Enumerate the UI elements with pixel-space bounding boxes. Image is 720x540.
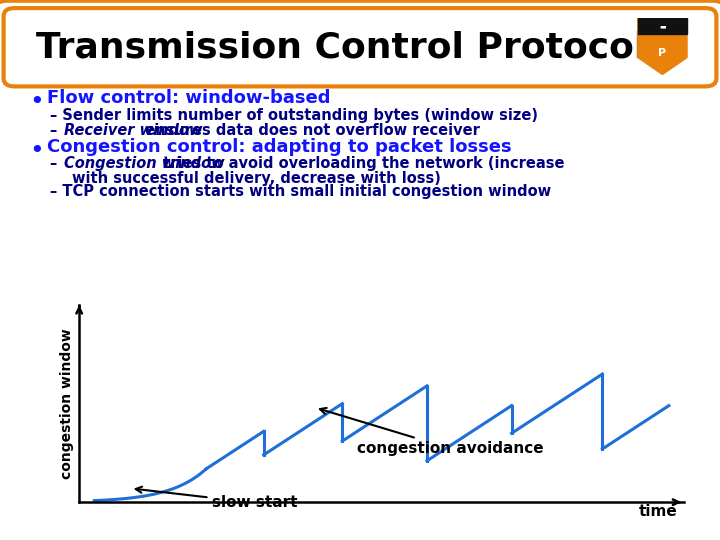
Text: –: – <box>50 123 63 138</box>
Y-axis label: congestion window: congestion window <box>60 328 73 479</box>
Text: congestion avoidance: congestion avoidance <box>320 408 544 456</box>
Text: Congestion control: adapting to packet losses: Congestion control: adapting to packet l… <box>47 138 511 156</box>
Text: Congestion window: Congestion window <box>64 156 225 171</box>
Text: ensures data does not overflow receiver: ensures data does not overflow receiver <box>140 123 480 138</box>
Text: •: • <box>29 139 43 163</box>
Text: P: P <box>658 48 667 58</box>
Text: •: • <box>29 90 43 114</box>
Text: – Sender limits number of outstanding bytes (window size): – Sender limits number of outstanding by… <box>50 108 539 123</box>
Text: tries to avoid overloading the network (increase: tries to avoid overloading the network (… <box>158 156 565 171</box>
Text: ▬: ▬ <box>659 23 666 29</box>
Text: – TCP connection starts with small initial congestion window: – TCP connection starts with small initi… <box>50 184 552 199</box>
Polygon shape <box>638 18 687 33</box>
FancyBboxPatch shape <box>4 8 716 86</box>
Text: Transmission Control Protocol: Transmission Control Protocol <box>36 31 647 64</box>
Text: Receiver window: Receiver window <box>64 123 202 138</box>
Text: –: – <box>50 156 63 171</box>
Polygon shape <box>638 18 687 75</box>
Text: with successful delivery, decrease with loss): with successful delivery, decrease with … <box>72 171 441 186</box>
Text: slow start: slow start <box>135 487 298 510</box>
Text: Flow control: window-based: Flow control: window-based <box>47 89 330 107</box>
Text: time: time <box>639 504 678 519</box>
